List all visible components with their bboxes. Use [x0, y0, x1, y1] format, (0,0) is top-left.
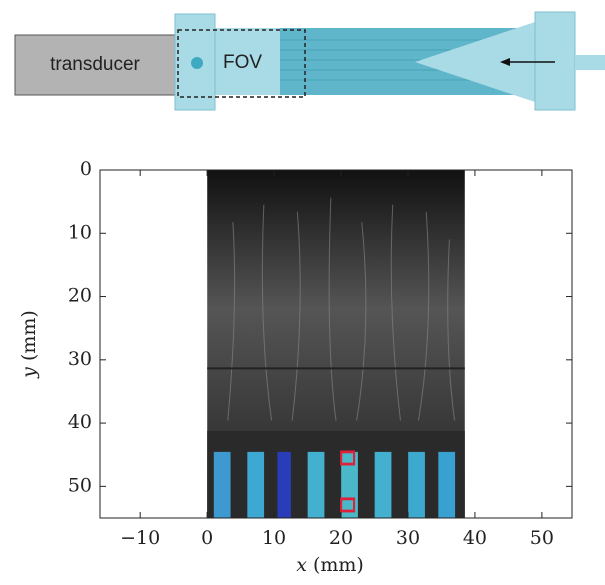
x-tick-label: 10: [262, 527, 286, 549]
axes-frame: [99, 169, 573, 519]
y-label-unit: (mm): [18, 310, 40, 361]
fov-box: [177, 29, 306, 98]
y-axis-label: y (mm): [18, 310, 40, 379]
inlet-pipe: [575, 55, 605, 70]
x-tick-label: 50: [530, 527, 554, 549]
y-tick-label: 50: [68, 474, 92, 496]
inflow-cone: [415, 22, 535, 102]
x-axis-label: x (mm): [296, 554, 364, 576]
y-tick-label: 0: [80, 158, 92, 180]
x-label-unit: (mm): [313, 554, 364, 576]
right-clamp: [534, 11, 576, 111]
y-label-symbol: y: [18, 367, 40, 379]
x-tick-label: −10: [120, 527, 160, 549]
transducer-label: transducer: [50, 54, 140, 75]
fov-label: FOV: [223, 52, 262, 73]
y-tick-label: 40: [68, 411, 92, 433]
x-tick-label: 0: [201, 527, 213, 549]
x-tick-label: 20: [329, 527, 353, 549]
x-tick-label: 40: [463, 527, 487, 549]
x-label-symbol: x: [296, 554, 307, 576]
x-tick-label: 30: [396, 527, 420, 549]
transducer-box: [14, 34, 176, 96]
ultrasound-image: [207, 170, 465, 518]
y-tick-label: 30: [68, 348, 92, 370]
y-tick-label: 20: [68, 285, 92, 307]
setup-diagram: transducer FOV: [14, 11, 605, 111]
flow-arrow-head: [500, 58, 510, 66]
y-tick-label: 10: [68, 221, 92, 243]
marker-dot: [191, 57, 203, 69]
